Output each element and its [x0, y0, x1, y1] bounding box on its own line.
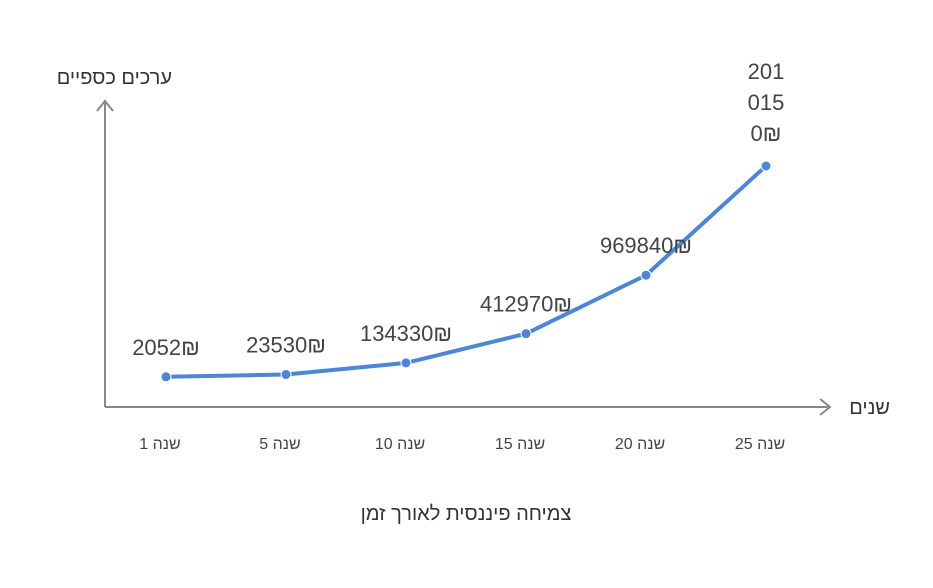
x-tick-label-2: שנה 5: [259, 436, 300, 453]
data-label-2: 23530₪: [246, 333, 326, 358]
x-axis-arrow-icon: [819, 398, 832, 416]
chart-title: צמיחה פיננסית לאורך זמן: [361, 503, 572, 525]
y-axis: [96, 99, 114, 407]
data-point-6: [760, 160, 772, 172]
x-tick-label-1: שנה 1: [139, 436, 180, 453]
data-point-4: [520, 328, 532, 340]
x-tick-label-5: שנה 20: [615, 436, 665, 453]
x-tick-label-3: שנה 10: [375, 436, 425, 453]
series-layer: [164, 164, 768, 379]
data-labels-layer: 2052₪ 23530₪ 134330₪ 412970₪ 969840₪ 201 015 0₪: [132, 59, 784, 360]
data-label-5: 969840₪: [600, 233, 692, 258]
x-axis: [105, 398, 832, 416]
data-point-1: [160, 371, 172, 383]
points-layer: [160, 160, 772, 383]
x-axis-title: שנים: [849, 397, 890, 419]
data-label-4: 412970₪: [480, 292, 572, 317]
data-label-3: 134330₪: [360, 321, 452, 346]
x-tick-labels-layer: שנה 1 שנה 5 שנה 10 שנה 15 שנה 20 שנה 25: [139, 436, 785, 453]
data-label-1: 2052₪: [132, 335, 200, 360]
series-line: [164, 164, 768, 379]
y-axis-arrow-icon: [96, 99, 114, 112]
y-axis-title: ערכים כספיים: [57, 67, 172, 89]
x-tick-label-6: שנה 25: [735, 436, 785, 453]
data-label-6: 201 015 0₪: [748, 59, 785, 146]
data-point-2: [280, 369, 292, 381]
x-tick-label-4: שנה 15: [495, 436, 545, 453]
data-point-5: [640, 269, 652, 281]
data-point-3: [400, 357, 412, 369]
